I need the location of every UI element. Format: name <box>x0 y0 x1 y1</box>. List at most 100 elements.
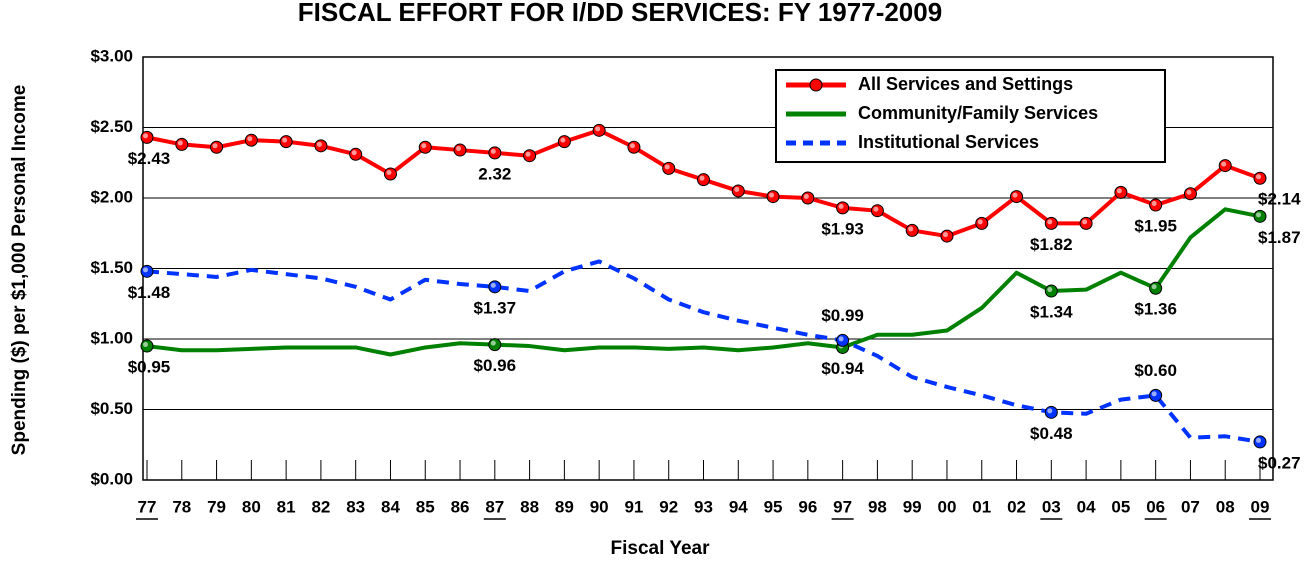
y-axis-label: Spending ($) per $1,000 Personal Income <box>9 85 30 456</box>
x-tick-label: 81 <box>277 497 296 516</box>
x-tick-label: 87 <box>485 497 504 516</box>
point-highlight <box>629 143 635 149</box>
point-highlight <box>1151 201 1157 207</box>
x-tick-label: 04 <box>1077 497 1096 516</box>
legend-marker <box>809 78 823 92</box>
point-highlight <box>282 137 288 143</box>
x-tick-label: 92 <box>659 497 678 516</box>
point-highlight <box>1012 192 1018 198</box>
x-tick-label: 89 <box>555 497 574 516</box>
point-highlight <box>1047 219 1053 225</box>
data-label: 2.32 <box>478 164 511 183</box>
point-highlight <box>803 194 809 199</box>
point-highlight <box>177 140 183 146</box>
data-label: $0.27 <box>1258 453 1301 472</box>
data-label: $0.99 <box>821 306 864 325</box>
x-tick-label: 91 <box>624 497 643 516</box>
point-highlight <box>143 133 148 139</box>
y-tick-label: $2.50 <box>90 117 133 136</box>
point-highlight <box>1082 219 1088 225</box>
x-tick-label: 77 <box>138 497 157 516</box>
data-label: $2.14 <box>1258 190 1301 209</box>
point-highlight <box>1256 212 1261 218</box>
point-highlight <box>664 164 670 170</box>
x-tick-label: 90 <box>590 497 609 516</box>
chart-title: FISCAL EFFORT FOR I/DD SERVICES: FY 1977… <box>298 0 942 27</box>
point-highlight <box>908 226 914 232</box>
point-highlight <box>143 267 148 273</box>
point-highlight <box>456 146 462 152</box>
series-line <box>146 259 1261 444</box>
x-tick-label: 96 <box>798 497 817 516</box>
y-tick-label: $1.50 <box>90 258 133 277</box>
legend-label: Institutional Services <box>858 132 1039 152</box>
x-tick-label: 05 <box>1111 497 1130 516</box>
y-tick-label: $1.00 <box>90 328 133 347</box>
x-tick-label: 06 <box>1146 497 1165 516</box>
x-tick-label: 88 <box>520 497 539 516</box>
grid: $0.00 $0.50 $1.00 $1.50 $2.00 $2.50 $3.00 77 78 7… <box>90 46 1273 520</box>
x-axis-label: Fiscal Year <box>611 538 711 559</box>
point-highlight <box>838 203 844 209</box>
point-highlight <box>1047 408 1053 414</box>
point-highlight <box>525 151 531 157</box>
data-label: $2.43 <box>128 149 171 168</box>
x-tick-label: 98 <box>868 497 887 516</box>
point-highlight <box>247 136 253 142</box>
data-label: $0.94 <box>821 359 864 378</box>
x-tick-label: 08 <box>1216 497 1235 516</box>
point-highlight <box>212 143 218 149</box>
x-tick-label: 95 <box>764 497 783 516</box>
point-highlight <box>699 175 705 181</box>
x-tick-label: 82 <box>311 497 330 516</box>
legend-label: All Services and Settings <box>858 74 1073 94</box>
point-highlight <box>977 219 983 225</box>
x-tick-label: 03 <box>1042 497 1061 516</box>
x-tick-label: 99 <box>903 497 922 516</box>
x-tick-label: 00 <box>938 497 957 516</box>
point-highlight <box>1221 161 1227 167</box>
y-tick-label: $0.50 <box>90 399 133 418</box>
data-label: $1.36 <box>1134 300 1177 319</box>
x-tick-label: 97 <box>833 497 852 516</box>
data-label: $0.96 <box>474 356 517 375</box>
x-tick-label: 07 <box>1181 497 1200 516</box>
x-tick-label: 94 <box>729 497 748 516</box>
x-tick-label: 09 <box>1251 497 1270 516</box>
y-tick-label: $2.00 <box>90 187 133 206</box>
y-tick-label: $3.00 <box>90 46 133 65</box>
point-highlight <box>421 143 427 149</box>
point-highlight <box>1256 174 1261 180</box>
data-label: $1.82 <box>1030 235 1073 254</box>
point-highlight <box>1256 437 1261 443</box>
data-label: $0.48 <box>1030 424 1073 443</box>
x-tick-label: 84 <box>381 497 400 516</box>
point-highlight <box>734 186 740 192</box>
point-highlight <box>143 342 148 348</box>
x-tick-label: 79 <box>207 497 226 516</box>
x-tick-label: 86 <box>451 497 470 516</box>
point-highlight <box>386 170 392 176</box>
x-tick-label: 78 <box>172 497 191 516</box>
point-highlight <box>351 150 357 156</box>
marks: $2.43 2.32 $1.93 $1.82 $1.95 $2.14 $0.95 $0.96 $… <box>128 123 1301 472</box>
x-tick-label: 01 <box>972 497 991 516</box>
data-label: $0.60 <box>1134 361 1177 380</box>
point-highlight <box>595 126 601 132</box>
point-highlight <box>490 282 496 288</box>
y-tick-label: $0.00 <box>90 469 133 488</box>
point-highlight <box>1186 189 1192 195</box>
data-label: $0.95 <box>128 358 171 377</box>
x-tick-label: 93 <box>694 497 713 516</box>
point-highlight <box>490 340 496 346</box>
data-label: $1.93 <box>821 219 864 238</box>
point-highlight <box>838 336 844 342</box>
data-label: $1.87 <box>1258 228 1301 247</box>
legend-items: All Services and Settings Community/Famil… <box>786 74 1098 152</box>
point-highlight <box>316 141 322 147</box>
x-tick-label: 85 <box>416 497 435 516</box>
point-highlight <box>769 192 775 198</box>
series-line <box>146 207 1261 357</box>
data-label: $1.34 <box>1030 303 1073 322</box>
